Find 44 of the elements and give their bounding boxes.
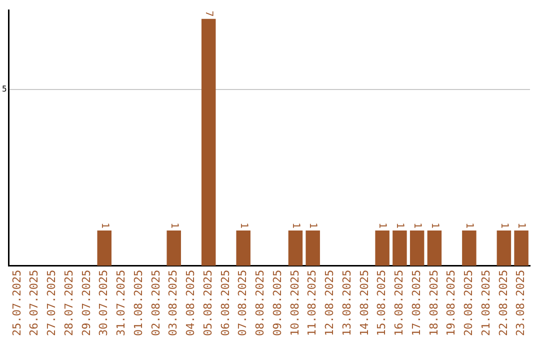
x-tick-label: 20.08.2025 bbox=[462, 270, 476, 336]
x-tick-label: 10.08.2025 bbox=[288, 270, 302, 336]
x-tick-label: 11.08.2025 bbox=[306, 270, 319, 336]
x-tick-label: 26.07.2025 bbox=[28, 270, 41, 336]
x-tick-label: 30.07.2025 bbox=[97, 270, 110, 336]
data-label: 1 bbox=[307, 222, 318, 228]
x-tick-label: 29.07.2025 bbox=[80, 270, 93, 336]
x-tick-label: 21.08.2025 bbox=[479, 270, 492, 336]
x-tick-label: 08.08.2025 bbox=[254, 270, 267, 336]
x-tick-label: 28.07.2025 bbox=[62, 270, 76, 336]
data-label: 7 bbox=[203, 10, 214, 17]
data-label: 1 bbox=[98, 222, 110, 228]
x-tick-label: 18.08.2025 bbox=[427, 270, 440, 336]
x-tick-label: 13.08.2025 bbox=[340, 270, 354, 336]
x-tick-label: 14.08.2025 bbox=[358, 270, 371, 336]
data-label: 1 bbox=[411, 222, 422, 228]
data-label: 1 bbox=[516, 222, 527, 228]
data-label: 1 bbox=[498, 222, 510, 228]
data-label: 1 bbox=[290, 222, 301, 228]
x-tick-label: 01.08.2025 bbox=[132, 270, 145, 336]
x-tick-label: 25.07.2025 bbox=[10, 270, 24, 336]
x-tick-label: 27.07.2025 bbox=[45, 270, 58, 336]
data-label: 1 bbox=[168, 222, 180, 228]
data-label: 1 bbox=[464, 222, 475, 228]
x-tick-label: 19.08.2025 bbox=[444, 270, 458, 336]
data-label: 1 bbox=[394, 222, 406, 228]
x-tick-label: 09.08.2025 bbox=[270, 270, 284, 336]
x-tick-label: 31.07.2025 bbox=[114, 270, 128, 336]
x-tick-label: 15.08.2025 bbox=[375, 270, 388, 336]
data-label: 1 bbox=[376, 222, 388, 228]
data-label: 1 bbox=[428, 222, 440, 228]
x-tick-label: 04.08.2025 bbox=[184, 270, 198, 336]
x-tick-label: 22.08.2025 bbox=[496, 270, 510, 336]
x-tick-label: 03.08.2025 bbox=[166, 270, 180, 336]
y-tick-label: 5 bbox=[2, 84, 7, 94]
x-tick-label: 06.08.2025 bbox=[218, 270, 232, 336]
x-tick-label: 05.08.2025 bbox=[201, 270, 214, 336]
x-tick-label: 16.08.2025 bbox=[392, 270, 406, 336]
data-label: 1 bbox=[238, 222, 249, 228]
x-tick-label: 07.08.2025 bbox=[236, 270, 250, 336]
x-tick-label: 23.08.2025 bbox=[514, 270, 528, 336]
x-tick-label: 17.08.2025 bbox=[410, 270, 423, 336]
x-tick-label: 02.08.2025 bbox=[149, 270, 162, 336]
x-tick-label: 12.08.2025 bbox=[323, 270, 336, 336]
